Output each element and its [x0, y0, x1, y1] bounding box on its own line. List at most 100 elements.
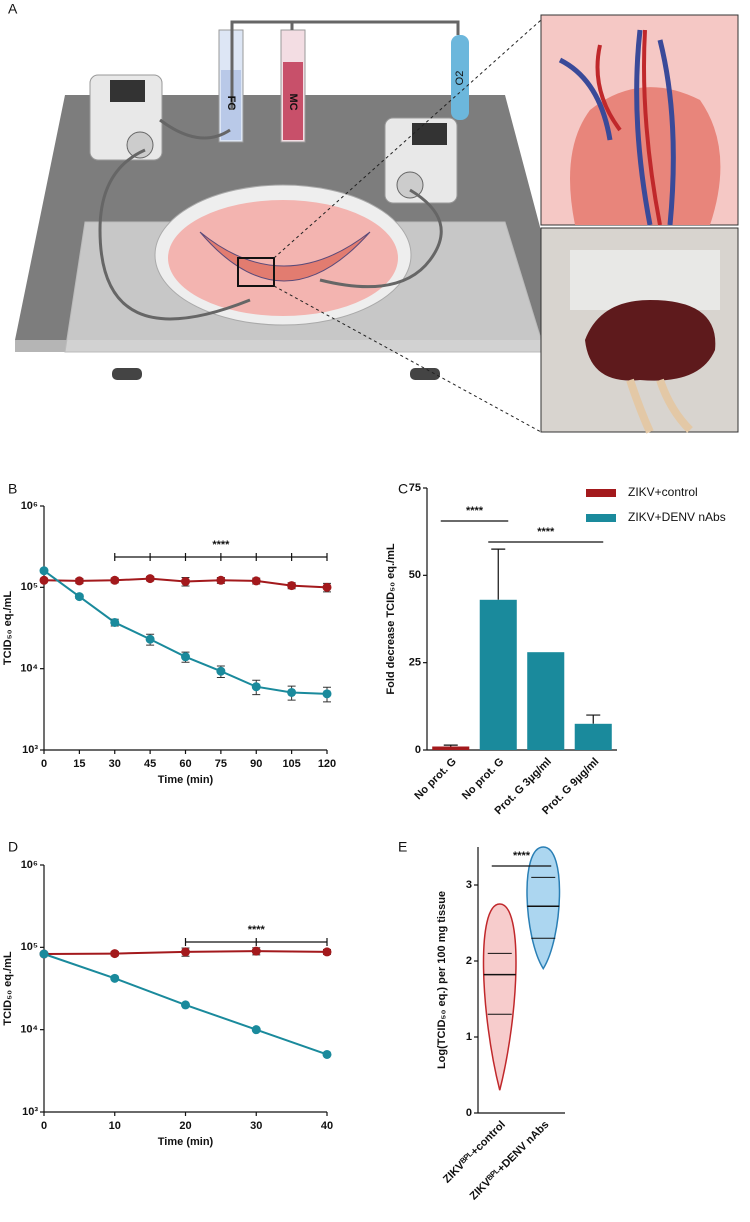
- point: [251, 946, 261, 956]
- x-tick-label: 10: [109, 1120, 121, 1132]
- y-tick-label: 1: [466, 1031, 472, 1043]
- point: [181, 652, 190, 662]
- point: [110, 949, 120, 959]
- x-axis-label: Time (min): [158, 774, 214, 786]
- point: [110, 973, 120, 983]
- error-bar: [491, 548, 506, 600]
- panel-label: A: [8, 1, 18, 17]
- inset-vessels: [595, 29, 662, 226]
- violin: [482, 903, 517, 1091]
- label-o2: O2: [454, 71, 466, 86]
- error-bar: [443, 744, 458, 747]
- point: [322, 582, 332, 592]
- y-tick-label: 10⁴: [20, 663, 38, 675]
- legend-swatch: [586, 489, 616, 497]
- panel-label: B: [8, 481, 17, 497]
- point: [145, 574, 155, 584]
- zoom-box: [237, 257, 275, 287]
- photo-tubes: [626, 378, 693, 434]
- o2-tank: [451, 35, 469, 120]
- panel-label: D: [8, 839, 18, 855]
- y-tick-label: 75: [409, 482, 421, 494]
- x-tick-label: 75: [215, 758, 227, 770]
- inset-vessels: [558, 29, 676, 226]
- x-tick-label: No prot. G: [412, 756, 459, 803]
- photo-box: [570, 250, 720, 310]
- y-tick-label: 2: [466, 955, 472, 967]
- y-tick-label: 10³: [22, 1106, 38, 1118]
- bar: [432, 746, 470, 750]
- x-tick-label: 15: [73, 758, 85, 770]
- panel-label: E: [398, 839, 407, 855]
- x-tick-label: 105: [282, 758, 300, 770]
- medium: [168, 200, 398, 316]
- x-tick-label: 30: [109, 758, 121, 770]
- significance: ****: [212, 539, 230, 551]
- x-tick-label: 40: [321, 1120, 333, 1132]
- tubing: [98, 20, 460, 321]
- y-tick-label: 25: [409, 657, 421, 669]
- point: [39, 575, 49, 585]
- x-tick-label: 30: [250, 1120, 262, 1132]
- point: [322, 947, 332, 957]
- photo-tissue: [585, 300, 716, 381]
- x-tick-label: 90: [250, 758, 262, 770]
- zoom-line: [273, 285, 542, 433]
- placenta: [199, 231, 371, 282]
- point: [287, 581, 297, 591]
- point: [181, 1000, 190, 1010]
- point: [181, 947, 190, 957]
- legend-swatch: [586, 514, 616, 522]
- y-tick-label: 10⁵: [21, 581, 38, 593]
- point: [251, 576, 261, 586]
- y-axis-label: TCID₅₀ eq./mL: [2, 951, 14, 1025]
- y-tick-label: 10⁶: [21, 859, 38, 871]
- y-tick-label: 10³: [22, 744, 38, 756]
- x-axis-label: Time (min): [158, 1136, 214, 1148]
- legend-label: ZIKV+DENV nAbs: [628, 510, 726, 524]
- x-tick-label: 0: [41, 758, 47, 770]
- x-tick-label: 20: [179, 1120, 191, 1132]
- pump-screen: [110, 80, 145, 102]
- point: [74, 576, 84, 586]
- point: [74, 592, 84, 602]
- x-tick-label: ZIKVᴮᴾᴸ+DENV nAbs: [468, 1119, 552, 1203]
- y-axis-label: TCID₅₀ eq./mL: [2, 591, 14, 665]
- x-tick-label: 45: [144, 758, 156, 770]
- point: [39, 949, 49, 959]
- significance: ****: [248, 924, 266, 936]
- schematic: FC MC O2: [15, 14, 739, 434]
- y-tick-label: 10⁴: [20, 1024, 38, 1036]
- series-line: [43, 569, 328, 695]
- point: [110, 617, 120, 627]
- x-tick-label: 60: [179, 758, 191, 770]
- pump-head: [396, 171, 424, 199]
- x-tick-label: 120: [318, 758, 336, 770]
- point: [322, 1049, 332, 1059]
- panel-label: C: [398, 481, 408, 497]
- point: [287, 687, 297, 697]
- error-bar: [586, 714, 601, 724]
- y-tick-label: 10⁵: [21, 941, 38, 953]
- pump-head: [126, 131, 154, 159]
- point: [39, 566, 49, 576]
- pump-screen: [412, 123, 447, 145]
- significance: ****: [537, 526, 555, 538]
- x-tick-label: No prot. G: [460, 756, 507, 803]
- x-tick-label: 0: [41, 1120, 47, 1132]
- point: [216, 575, 226, 585]
- foot: [410, 368, 440, 380]
- bar: [479, 599, 517, 750]
- label-mc: MC: [287, 93, 299, 110]
- y-tick-label: 0: [415, 744, 421, 756]
- foot: [112, 368, 142, 380]
- violin: [526, 846, 561, 971]
- point: [251, 682, 261, 692]
- y-tick-label: 0: [466, 1107, 472, 1119]
- significance: ****: [513, 850, 531, 862]
- y-tick-label: 50: [409, 569, 421, 581]
- point: [322, 689, 332, 699]
- label-fc: FC: [225, 96, 237, 111]
